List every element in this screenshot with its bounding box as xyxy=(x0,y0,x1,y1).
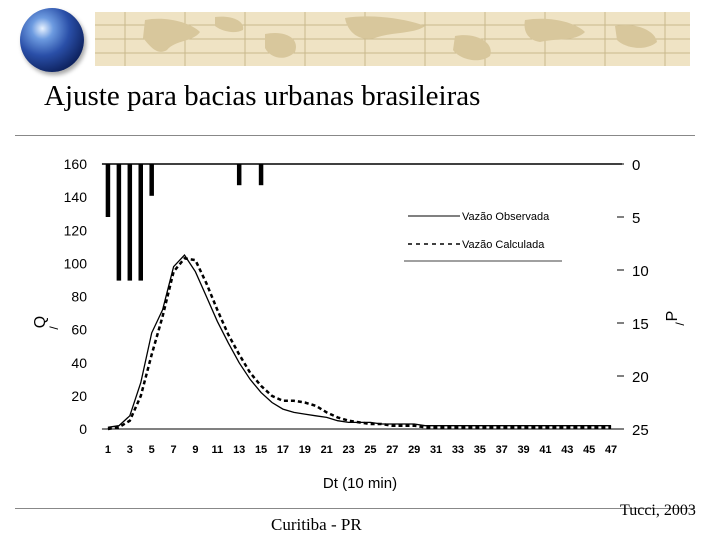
x-tick-label: 5 xyxy=(149,444,155,456)
rainfall-bar xyxy=(236,164,242,186)
y-tick-label: 20 xyxy=(71,388,87,404)
y2-axis-label-group: P / xyxy=(664,311,687,326)
x-tick-label: 7 xyxy=(171,444,177,456)
rainfall-bar xyxy=(138,164,143,281)
y-tick-label: 40 xyxy=(71,355,87,371)
x-tick-label: 3 xyxy=(127,444,133,456)
y-tick-label: 0 xyxy=(79,421,87,437)
y-axis-label: Q xyxy=(32,316,49,328)
rainfall-bars xyxy=(105,164,264,281)
y-tick-label: 120 xyxy=(64,222,88,238)
x-tick-label: 47 xyxy=(605,444,617,456)
y2-axis-label-mark: / xyxy=(673,322,687,326)
x-tick-label: 45 xyxy=(583,444,595,456)
x-tick-label: 37 xyxy=(496,444,508,456)
x-tick-label: 33 xyxy=(452,444,464,456)
x-axis-label: Dt (10 min) xyxy=(323,475,397,492)
y2-tick-label: 0 xyxy=(632,157,640,174)
y2-axis-label: P xyxy=(664,311,681,322)
legend-label: Vazão Observada xyxy=(462,211,550,223)
globe-logo xyxy=(20,8,84,72)
x-tick-label: 41 xyxy=(539,444,551,456)
legend-label: Vazão Calculada xyxy=(462,239,545,251)
y-tick-label: 60 xyxy=(71,322,87,338)
series-lines xyxy=(107,254,612,431)
x-axis-ticks: 1 3 5 7 9 11 13 15 17 19 21 23 25 27 29 31 33 35 37 39 41 43 4… xyxy=(105,444,617,456)
y2-axis-ticks: 0 5 10 15 20 25 xyxy=(617,157,649,439)
footer-citation: Tucci, 2003 xyxy=(620,502,696,519)
x-tick-label: 21 xyxy=(321,444,333,456)
y2-tick-label: 5 xyxy=(632,210,640,227)
x-tick-label: 11 xyxy=(211,444,223,456)
bottom-divider xyxy=(15,508,695,509)
x-tick-label: 19 xyxy=(299,444,311,456)
x-tick-label: 13 xyxy=(233,444,245,456)
x-tick-label: 1 xyxy=(105,444,111,456)
x-tick-label: 15 xyxy=(255,444,267,456)
rainfall-bar xyxy=(105,164,111,217)
y-tick-label: 80 xyxy=(71,289,87,305)
x-tick-label: 39 xyxy=(517,444,529,456)
world-map-pattern xyxy=(95,12,690,66)
slide-title: Ajuste para bacias urbanas brasileiras xyxy=(44,80,481,112)
y2-tick-label: 15 xyxy=(632,316,649,333)
rainfall-bar xyxy=(149,164,154,196)
header-banner xyxy=(95,12,690,66)
y-tick-label: 160 xyxy=(64,156,88,172)
rainfall-bar xyxy=(127,164,133,281)
legend: Vazão Observada Vazão Calculada xyxy=(404,211,562,262)
top-divider xyxy=(15,135,695,136)
x-tick-label: 25 xyxy=(364,444,376,456)
rainfall-bar xyxy=(258,164,264,186)
y-axis-label-mark: / xyxy=(47,326,61,330)
x-tick-label: 35 xyxy=(474,444,486,456)
x-tick-label: 43 xyxy=(561,444,573,456)
rainfall-bar xyxy=(116,164,122,281)
y-axis-label-group: Q / xyxy=(32,316,61,330)
y-axis-ticks: 0 20 40 60 80 100 120 140 160 xyxy=(64,156,88,437)
series-line-observed xyxy=(107,254,612,428)
footer-location: Curitiba - PR xyxy=(271,515,362,534)
x-tick-label: 29 xyxy=(408,444,420,456)
y2-tick-label: 10 xyxy=(632,263,649,280)
x-tick-label: 31 xyxy=(430,444,442,456)
x-tick-label: 27 xyxy=(386,444,398,456)
x-tick-label: 17 xyxy=(277,444,289,456)
y2-tick-label: 25 xyxy=(632,422,649,439)
x-tick-label: 9 xyxy=(192,444,198,456)
y2-tick-label: 20 xyxy=(632,369,649,386)
x-tick-label: 23 xyxy=(342,444,354,456)
y-tick-label: 100 xyxy=(64,255,88,271)
series-line-calculated xyxy=(107,257,612,431)
y-tick-label: 140 xyxy=(64,189,88,205)
